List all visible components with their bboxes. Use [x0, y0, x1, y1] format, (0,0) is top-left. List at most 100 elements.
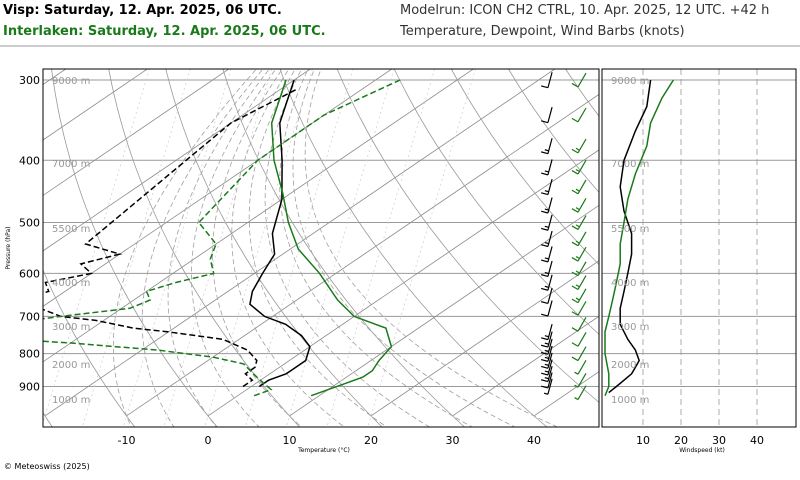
x-axis-label: Temperature (°C)	[297, 447, 350, 454]
wind-altitude-label: 1000 m	[611, 395, 649, 406]
isotherm	[43, 69, 230, 196]
wind-barb	[571, 159, 587, 175]
dry-adiabat	[279, 69, 548, 427]
wind-barb	[541, 72, 553, 89]
wind-altitude-label: 9000 m	[611, 76, 649, 87]
moist-adiabat	[141, 69, 264, 427]
pressure-tick-label: 400	[19, 154, 40, 167]
visp-title: Visp: Saturday, 12. Apr. 2025, 06 UTC.	[3, 3, 282, 18]
wind-x-axis-label: Windspeed (kt)	[679, 447, 725, 454]
wind-barb	[571, 231, 587, 247]
temperature-tick-label: 0	[205, 434, 212, 447]
wind-barb	[541, 274, 553, 291]
isotherm	[43, 69, 393, 307]
wind-barb	[541, 300, 553, 317]
temperature-tick-label: -10	[118, 434, 136, 447]
wind-altitude-label: 2000 m	[611, 360, 649, 371]
wind-barb	[571, 215, 587, 230]
dry-adiabat	[336, 69, 599, 403]
altitude-label: 7000 m	[52, 159, 90, 170]
visp-windspeed-line	[608, 79, 652, 394]
dry-adiabat	[733, 64, 800, 430]
pressure-tick-label: 700	[19, 310, 40, 323]
copyright: © Meteoswiss (2025)	[4, 462, 90, 471]
mixing-ratio-line	[285, 69, 395, 427]
dry-adiabat	[450, 69, 599, 266]
wind-barb	[571, 332, 587, 347]
wind-axes: 10 20 30 40 9000 m 7000 m 5500 m 4000 m 3000 m 20…	[611, 76, 764, 447]
wind-barb	[541, 287, 553, 305]
wind-altitude-label: 7000 m	[611, 159, 649, 170]
dry-adiabat	[51, 69, 218, 427]
wind-barb	[541, 372, 553, 389]
wind-barb	[571, 288, 587, 304]
wind-barb	[541, 197, 553, 214]
windspeed-tick-label: 30	[712, 434, 726, 447]
mixing-ratio-line	[163, 69, 273, 427]
temperature-tick-label: 40	[527, 434, 541, 447]
mixing-ratio-line	[367, 69, 476, 427]
wind-barb	[541, 230, 553, 248]
wind-barb	[541, 246, 553, 263]
wind-barb	[571, 198, 587, 213]
temperature-tick-label: 10	[283, 434, 297, 447]
moist-adiabat	[231, 69, 345, 427]
temperature-tick-label: 20	[364, 434, 378, 447]
wind-barb	[571, 107, 587, 123]
wind-barb	[541, 345, 553, 362]
wind-barb	[571, 301, 587, 316]
wind-barb	[571, 346, 587, 362]
pressure-tick-label: 300	[19, 74, 40, 87]
isotherm	[126, 93, 599, 417]
wind-barb	[571, 275, 587, 290]
moist-adiabat	[264, 69, 431, 427]
wind-frame	[601, 68, 797, 428]
wind-barb	[574, 385, 587, 401]
wind-barbs	[541, 72, 587, 401]
interlaken-temperature-line	[270, 79, 393, 397]
skewt-frame	[42, 68, 600, 428]
skewt-series	[43, 79, 401, 397]
wind-barb	[571, 72, 587, 88]
dry-adiabat	[790, 64, 800, 430]
wind-barb	[571, 179, 587, 195]
pressure-tick-label: 500	[19, 217, 40, 230]
model-run-info: Modelrun: ICON CH2 CTRL, 10. Apr. 2025, …	[400, 3, 770, 18]
moist-adiabat	[292, 69, 516, 427]
wind-barb	[574, 373, 587, 388]
wind-altitude-label: 3000 m	[611, 322, 649, 333]
dry-adiabat	[565, 69, 599, 117]
moist-adiabat	[248, 69, 388, 427]
wind-barb	[571, 246, 587, 262]
wind-barb	[541, 260, 553, 278]
altitude-label: 4000 m	[52, 278, 90, 289]
wind-barb	[541, 324, 553, 341]
moist-adiabat	[279, 69, 473, 427]
dry-adiabat	[676, 64, 800, 430]
windspeed-tick-label: 10	[636, 434, 650, 447]
pressure-tick-label: 800	[19, 348, 40, 361]
wind-barb	[541, 352, 553, 369]
pressure-tick-label: 900	[19, 381, 40, 394]
wind-barb	[541, 365, 553, 383]
windspeed-tick-label: 20	[674, 434, 688, 447]
wind-barb	[541, 214, 553, 231]
isotherm	[43, 69, 149, 141]
wind-barb	[541, 331, 553, 348]
dry-adiabat	[619, 64, 800, 430]
wind-barb	[541, 178, 553, 196]
altitude-label: 2000 m	[52, 360, 90, 371]
wind-barb	[541, 107, 553, 124]
wind-barb	[571, 317, 587, 332]
wind-barb	[541, 159, 553, 176]
altitude-label: 1000 m	[52, 395, 90, 406]
mixing-ratio-line	[204, 69, 313, 427]
wind-barb	[574, 360, 587, 375]
wind-barb	[541, 138, 553, 155]
interlaken-dewpoint-line	[43, 79, 401, 397]
skewt-grid	[43, 64, 800, 430]
wind-altitude-label: 5500 m	[611, 224, 649, 235]
wind-altitude-label: 4000 m	[611, 278, 649, 289]
altitude-label: 5500 m	[52, 224, 90, 235]
